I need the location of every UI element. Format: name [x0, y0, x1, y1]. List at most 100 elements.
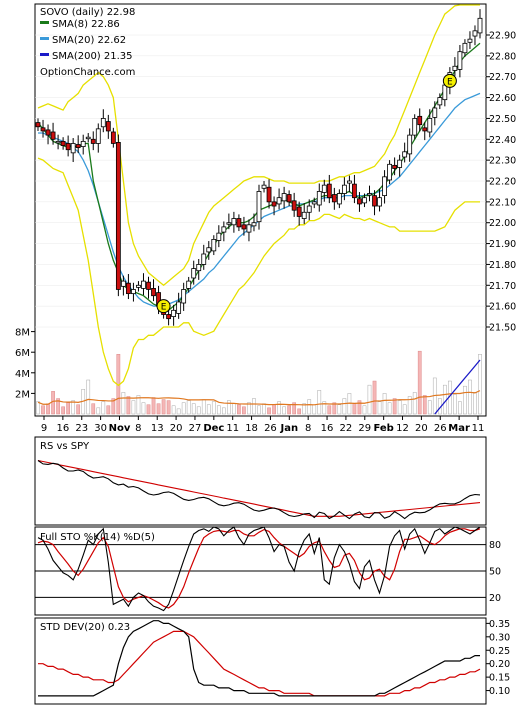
- candle-body: [221, 226, 227, 233]
- candle-body: [55, 140, 61, 144]
- sto-axis: 80 50 20: [489, 540, 501, 604]
- candle-body: [100, 118, 106, 128]
- std-axis: 0.35 0.30 0.25 0.20 0.15 0.10: [486, 619, 510, 697]
- price-tick-label: 21.60: [489, 302, 516, 313]
- candle-body: [382, 176, 387, 196]
- volume-bar: [257, 405, 261, 415]
- sma20-swatch: [40, 37, 49, 40]
- watermark: OptionChance.com: [40, 67, 135, 78]
- date-tick-label: Nov: [109, 423, 131, 434]
- candle-body: [407, 134, 413, 155]
- price-tick-label: 22.00: [489, 218, 516, 229]
- volume-bar: [191, 403, 196, 415]
- rs-lines: [37, 459, 481, 520]
- volume-bar: [51, 391, 55, 415]
- candle-body: [311, 201, 317, 205]
- date-tick-label: 30: [94, 423, 107, 434]
- volume-bar: [181, 402, 186, 415]
- candle-body: [427, 118, 433, 133]
- candle-body: [281, 193, 287, 202]
- volume-bar: [427, 400, 432, 415]
- volume-bar: [463, 385, 467, 415]
- volume-bar: [36, 401, 40, 415]
- volume-bar: [453, 394, 457, 415]
- price-tick-label: 22.40: [489, 135, 516, 146]
- volume-bar: [156, 403, 161, 415]
- volume-bar: [267, 407, 271, 415]
- volume-bar: [106, 405, 111, 415]
- volume-bar: [46, 403, 50, 415]
- candle-body: [387, 163, 392, 181]
- volume-bar: [96, 407, 101, 415]
- candle-body: [70, 143, 76, 154]
- candle-body: [60, 140, 66, 146]
- candle-body: [186, 280, 192, 289]
- candle-body: [467, 38, 473, 43]
- date-tick-label: 16: [57, 423, 70, 434]
- date-tick-label: 8: [305, 423, 311, 434]
- candle-body: [216, 232, 222, 241]
- rs-panel-frame: [34, 436, 487, 526]
- volume-bar: [277, 401, 281, 415]
- volume-bar: [86, 379, 91, 415]
- candle-body: [457, 51, 463, 70]
- candle-body: [331, 194, 337, 203]
- volume-bar: [292, 402, 297, 415]
- std-average-line: [38, 630, 481, 697]
- candle-body: [241, 224, 247, 230]
- candle-body: [301, 211, 307, 219]
- volume-tick-label: 8M: [15, 328, 30, 339]
- volume-bar: [232, 403, 236, 415]
- volume-bar: [227, 400, 231, 415]
- volume-bar: [387, 402, 392, 415]
- volume-axis: 8M 6M 4M 2M: [15, 328, 35, 400]
- volume-bar: [136, 395, 141, 415]
- candle-body: [422, 127, 428, 132]
- price-tick-label: 21.90: [489, 239, 516, 250]
- date-tick-label: 20: [415, 423, 428, 434]
- candle-body: [326, 183, 332, 199]
- volume-tick-label: 2M: [15, 389, 30, 400]
- volume-bar: [171, 405, 176, 415]
- volume-bar: [352, 403, 357, 415]
- rs-title: RS vs SPY: [40, 441, 90, 452]
- volume-bar: [357, 400, 362, 415]
- volume-bar: [302, 403, 307, 415]
- earnings-markers: EE: [156, 73, 457, 314]
- earnings-marker: [442, 73, 457, 88]
- price-tick-label: 22.70: [489, 72, 516, 83]
- volume-bar: [111, 398, 116, 415]
- volume-bar: [176, 408, 181, 415]
- date-tick-label: 18: [245, 423, 258, 434]
- volume-bar: [91, 403, 96, 415]
- volume-bar: [478, 354, 482, 415]
- date-tick-label: 11: [226, 423, 239, 434]
- volume-bar: [221, 407, 226, 415]
- sto-tick-label: 20: [489, 593, 501, 604]
- candle-body: [392, 164, 398, 169]
- candle-body: [316, 191, 322, 206]
- candle-body: [105, 121, 111, 132]
- price-tick-label: 22.90: [489, 31, 516, 42]
- volume-bar: [101, 401, 106, 415]
- volume-bar: [272, 404, 276, 415]
- volume-bar: [61, 406, 65, 415]
- sto-k-line: [37, 526, 481, 612]
- volume-bar: [151, 397, 156, 415]
- candle-body: [417, 115, 423, 126]
- date-tick-label: 26: [264, 423, 277, 434]
- volume-bar: [307, 399, 312, 415]
- std-tick-label: 0.30: [489, 632, 510, 643]
- candle-body: [120, 280, 126, 287]
- candle-body: [166, 314, 171, 320]
- date-tick-label: 13: [151, 423, 164, 434]
- price-tick-label: 21.50: [489, 323, 516, 334]
- volume-bar: [216, 405, 221, 415]
- date-tick-label: 20: [170, 423, 183, 434]
- volume-bar: [322, 401, 327, 415]
- candle-body: [276, 197, 282, 205]
- sto-lines: [37, 526, 481, 612]
- std-lines: [38, 620, 481, 697]
- price-panel: EE 22.9022.8022.7022.6022.5022.4022.3022…: [15, 3, 516, 434]
